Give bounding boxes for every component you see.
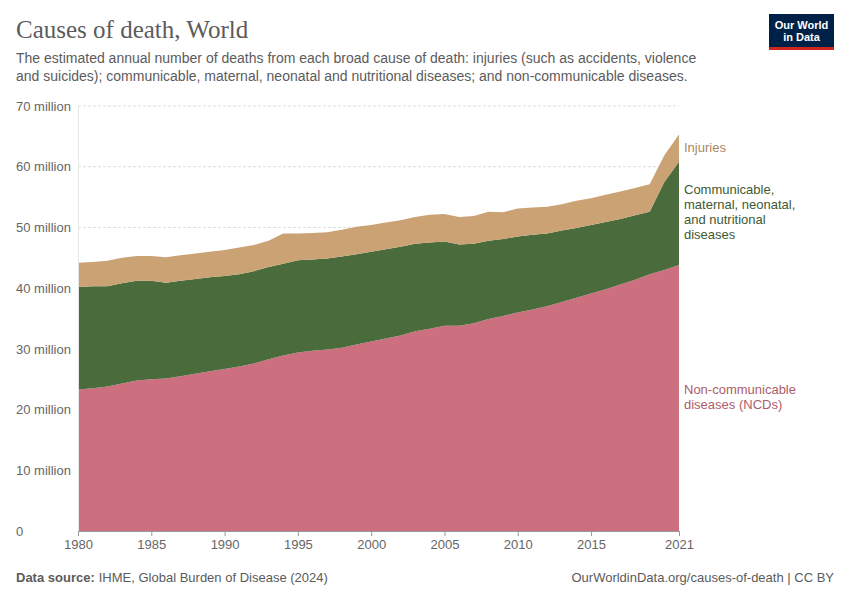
logo-bar (769, 47, 834, 50)
text-line: Communicable, (684, 182, 774, 197)
grid-line (78, 166, 679, 167)
y-tick-label: 0 (16, 524, 23, 539)
x-tick-mark (444, 531, 445, 536)
plot-area (78, 135, 679, 531)
x-tick-label: 2005 (431, 537, 460, 552)
y-tick: 30 million (16, 342, 78, 357)
x-tick: 2005 (431, 531, 460, 552)
logo-box (769, 14, 834, 50)
x-tick-mark (225, 531, 226, 536)
x-axis-line (79, 531, 680, 532)
x-tick: 2015 (577, 531, 606, 552)
grid (78, 106, 679, 531)
y-tick-label: 20 million (16, 402, 71, 417)
y-tick: 10 million (16, 463, 78, 478)
source: IHME, Global Burden of Disease (2024) (99, 570, 328, 585)
y-tick-label: 40 million (16, 281, 71, 296)
y-tick: 40 million (16, 281, 78, 296)
x-tick-label: 1995 (284, 537, 313, 552)
logo: Our Worldin Data (769, 14, 834, 50)
y-tick: 70 million (16, 99, 78, 114)
x-tick-mark (591, 531, 592, 536)
x-tick-mark (78, 531, 79, 536)
x-tick-mark (371, 531, 372, 536)
y-axis: 0 10 million 20 million 30 million 40 millio… (16, 99, 79, 539)
x-tick-label: 1980 (64, 537, 93, 552)
logo-text: in Data (783, 31, 821, 43)
text-line: The estimated annual number of deaths fr… (16, 50, 696, 66)
y-tick-label: 30 million (16, 342, 71, 357)
subtitle: The estimated annual number of deaths fr… (16, 50, 696, 84)
x-tick-label: 2010 (504, 537, 533, 552)
text-line: maternal, neonatal, (684, 197, 795, 212)
x-axis: 1980 1985 1990 1995 2000 2005 2010 2015 2021 (64, 531, 694, 552)
x-tick-mark (518, 531, 519, 536)
text-line: diseases (684, 227, 736, 242)
source-label: Data source: (16, 570, 95, 585)
chart: Causes of death, World The estimated annu… (0, 0, 850, 600)
x-tick-label: 2000 (357, 537, 386, 552)
logo-text: Our World (775, 19, 829, 31)
y-tick-label: 10 million (16, 463, 71, 478)
x-tick-mark (679, 531, 680, 536)
x-tick-label: 2015 (577, 537, 606, 552)
y-tick-label: 60 million (16, 159, 71, 174)
y-tick-label: 50 million (16, 220, 71, 235)
y-tick: 60 million (16, 159, 78, 174)
area (78, 135, 679, 287)
text-line: Non-communicable (684, 382, 796, 397)
text-line: diseases (NCDs) (684, 397, 782, 412)
text-line: and nutritional (684, 212, 766, 227)
legend: Non-communicablediseases (NCDs) Communica… (684, 140, 796, 412)
x-tick-mark (298, 531, 299, 536)
legend-label: Communicable,maternal, neonatal,and nutr… (684, 182, 795, 242)
credit: OurWorldinData.org/causes-of-death | CC … (571, 570, 834, 585)
x-tick: 1985 (137, 531, 166, 552)
text-line: Injuries (684, 140, 726, 155)
title: Causes of death, World (16, 16, 249, 43)
x-tick: 1980 (64, 531, 93, 552)
y-axis-line (78, 107, 79, 532)
x-tick-label: 1985 (137, 537, 166, 552)
x-tick: 1990 (211, 531, 240, 552)
x-tick: 1995 (284, 531, 313, 552)
legend-label: Non-communicablediseases (NCDs) (684, 382, 796, 412)
legend-label: Injuries (684, 140, 726, 155)
y-tick: 20 million (16, 402, 78, 417)
x-tick-label: 1990 (211, 537, 240, 552)
x-tick: 2021 (665, 531, 694, 552)
y-tick-label: 70 million (16, 99, 71, 114)
x-tick: 2010 (504, 531, 533, 552)
x-tick-mark (151, 531, 152, 536)
y-tick: 50 million (16, 220, 78, 235)
text-line: and suicides); communicable, maternal, n… (16, 68, 688, 84)
x-tick-label: 2021 (665, 537, 694, 552)
grid-line (78, 106, 679, 107)
x-tick: 2000 (357, 531, 386, 552)
